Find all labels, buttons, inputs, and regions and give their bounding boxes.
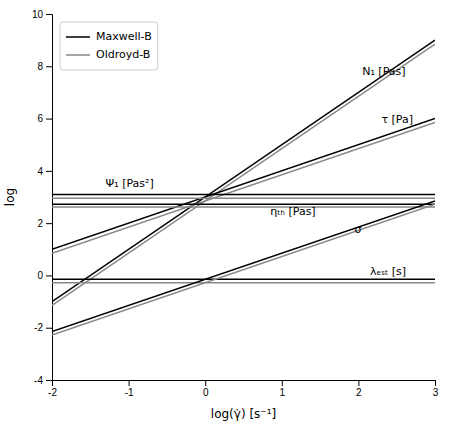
tick-label: 2 bbox=[356, 387, 362, 398]
legend-item: Maxwell-B bbox=[66, 30, 152, 43]
plot-area: -2 -1 0 1 2 3 -4 -2 0 2 4 6 8 10 N₁ [Pas] τ [Pa] Ψ₁ [Pas… bbox=[32, 9, 439, 398]
axis-line bbox=[46, 15, 53, 381]
tick: -4 bbox=[34, 375, 52, 386]
lines bbox=[52, 40, 435, 335]
line bbox=[52, 201, 435, 332]
annotation: N₁ [Pas] bbox=[362, 65, 405, 78]
legend-swatch bbox=[66, 36, 90, 38]
legend-item: Oldroyd-B bbox=[66, 48, 150, 61]
tick: 6 bbox=[37, 113, 52, 124]
annotation: Ψ₁ [Pas²] bbox=[106, 177, 154, 190]
annotation: ηₜₕ [Pas] bbox=[270, 205, 315, 218]
tick-mark bbox=[46, 328, 52, 329]
tick-label: 1 bbox=[280, 387, 286, 398]
tick-label: -4 bbox=[34, 375, 43, 386]
line bbox=[52, 194, 435, 196]
tick-label: -1 bbox=[125, 387, 134, 398]
tick-mark bbox=[129, 380, 130, 386]
annotation: λₑₛₜ [s] bbox=[370, 265, 406, 278]
tick-mark bbox=[46, 380, 52, 381]
tick: 2 bbox=[37, 218, 52, 229]
annotations: N₁ [Pas] τ [Pa] Ψ₁ [Pas²] ηₜₕ [Pas] σ λₑₛₜ [s… bbox=[106, 65, 413, 279]
tick: -2 bbox=[34, 322, 52, 333]
tick-mark bbox=[46, 223, 52, 224]
tick: 4 bbox=[37, 166, 52, 177]
x-axis: -2 -1 0 1 2 3 bbox=[48, 380, 439, 398]
line bbox=[52, 198, 435, 200]
annotation: σ bbox=[355, 223, 362, 236]
line bbox=[52, 40, 435, 301]
legend-label: Maxwell-B bbox=[96, 30, 152, 43]
tick-mark bbox=[205, 380, 206, 386]
legend-box bbox=[60, 22, 158, 70]
legend-swatch bbox=[66, 54, 90, 56]
tick-mark bbox=[46, 119, 52, 120]
tick-mark bbox=[435, 380, 436, 386]
tick-mark bbox=[358, 380, 359, 386]
tick-mark bbox=[46, 171, 52, 172]
legend-label: Oldroyd-B bbox=[96, 48, 150, 61]
tick: 3 bbox=[433, 380, 439, 398]
line bbox=[52, 282, 435, 284]
tick-label: 0 bbox=[203, 387, 209, 398]
line bbox=[52, 122, 435, 253]
tick: 0 bbox=[203, 380, 209, 398]
tick: 1 bbox=[280, 380, 286, 398]
tick-label: 10 bbox=[32, 9, 44, 20]
tick: 8 bbox=[37, 61, 52, 72]
line bbox=[52, 204, 435, 335]
tick-label: 3 bbox=[433, 387, 439, 398]
tick: 0 bbox=[37, 270, 52, 281]
tick-label: -2 bbox=[34, 322, 43, 333]
tick-mark bbox=[46, 14, 52, 15]
tick-label: -2 bbox=[48, 387, 57, 398]
x-axis-title: log(γ̇) [s⁻¹] bbox=[211, 407, 276, 421]
tick: 10 bbox=[32, 9, 52, 20]
tick-label: 2 bbox=[37, 218, 43, 229]
tick-label: 8 bbox=[37, 61, 43, 72]
line bbox=[52, 204, 435, 206]
y-axis-title: log bbox=[3, 188, 17, 206]
tick-mark bbox=[46, 275, 52, 276]
tick-label: 4 bbox=[37, 166, 43, 177]
axis-line bbox=[53, 381, 436, 387]
line bbox=[52, 206, 435, 208]
tick-label: 0 bbox=[37, 270, 43, 281]
tick: -2 bbox=[48, 380, 57, 398]
chart: -2 -1 0 1 2 3 -4 -2 0 2 4 6 8 10 N₁ [Pas] τ [Pa] Ψ₁ [Pas… bbox=[0, 0, 459, 426]
tick: -1 bbox=[125, 380, 134, 398]
line bbox=[52, 279, 435, 281]
legend: Maxwell-B Oldroyd-B bbox=[60, 22, 158, 70]
tick-mark bbox=[282, 380, 283, 386]
tick-mark bbox=[46, 66, 52, 67]
tick-label: 6 bbox=[37, 113, 43, 124]
tick: 2 bbox=[356, 380, 362, 398]
annotation: τ [Pa] bbox=[381, 113, 413, 126]
y-axis: -4 -2 0 2 4 6 8 10 bbox=[32, 9, 53, 386]
line bbox=[52, 119, 435, 250]
